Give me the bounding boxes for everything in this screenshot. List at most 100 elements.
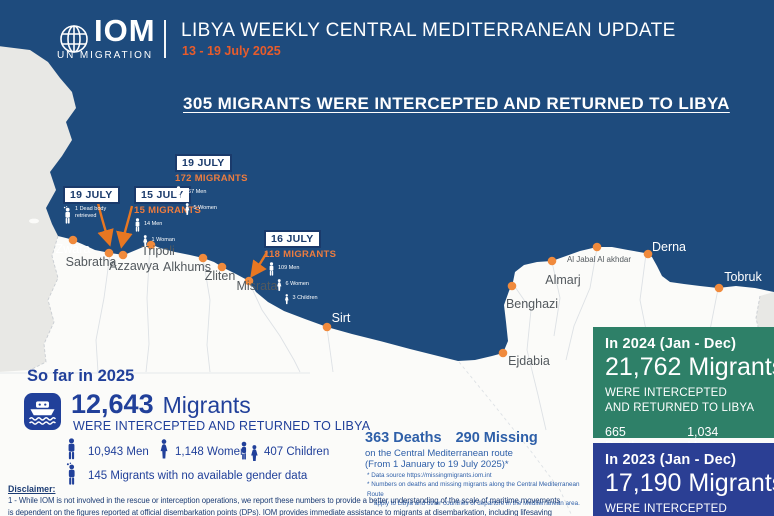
person-unknown-gender-icon (66, 462, 77, 488)
city-label: Misrata (237, 279, 278, 293)
city-label: Sirt (332, 311, 351, 325)
event-date-badge: 15 JULY (134, 186, 191, 204)
man-icon (175, 186, 182, 202)
city-dot (592, 242, 602, 252)
event-men-count: 167 Men (185, 189, 207, 195)
city-label: Ejdabia (508, 354, 550, 368)
city-dot (547, 256, 557, 266)
event-total-migrants: 15 MIGRANTS (134, 205, 202, 216)
tunisia-landmass (0, 46, 76, 372)
panel-2023-title: In 2023 (Jan - Dec) (605, 452, 737, 468)
city-dot (104, 248, 114, 258)
arrow-event-16july (250, 251, 269, 278)
deaths-missing-notes: * Data source https://missingmigrants.io… (367, 471, 592, 509)
city-dot (643, 249, 653, 259)
man-icon (268, 262, 275, 278)
event-total-migrants: 118 MIGRANTS (264, 249, 337, 260)
event-total-migrants: 172 MIGRANTS (175, 173, 248, 184)
disclaimer-title: Disclaimer: (8, 484, 56, 494)
event-date-badge: 16 JULY (264, 230, 321, 248)
women-count-2025: 1,148 Women (175, 446, 247, 458)
panel-2023-total: 17,190 Migrants (605, 469, 774, 497)
event-note: 1 Dead body (75, 206, 107, 212)
city-dot (118, 250, 128, 260)
arrow-event-15july (116, 205, 134, 249)
event-women-count: 5 Women (193, 205, 217, 211)
disclaimer-line2: is dependent on the figures reported at … (8, 508, 552, 516)
city-label: Sabratha (66, 255, 117, 269)
data-source-note: * Data source https://missingmigrants.io… (367, 472, 492, 479)
deaths-missing-route: on the Central Mediterranean route (365, 448, 513, 459)
boat-icon (24, 393, 61, 430)
woman-icon (276, 279, 283, 293)
city-label: Tobruk (724, 270, 762, 284)
deaths-missing-period: (From 1 January to 19 July 2025)* (365, 459, 509, 470)
admin-boundaries (0, 235, 767, 516)
panel-2023: In 2023 (Jan - Dec) 17,190 Migrants WERE… (593, 443, 774, 516)
city-dot (217, 262, 227, 272)
total-2025: 12,643 Migrants (71, 389, 251, 420)
city-label: Benghazi (506, 297, 558, 311)
panel-2023-subtitle: WERE INTERCEPTED AND RETURNED TO LIBYA (605, 503, 728, 515)
panel-2024: In 2024 (Jan - Dec) 21,762 Migrants WERE… (593, 327, 774, 453)
event-children-count: 3 Children (292, 295, 318, 301)
woman-icon (159, 438, 169, 463)
deaths-count: 363 Deaths (365, 430, 442, 446)
report-title: LIBYA WEEKLY CENTRAL MEDITERRANEAN UPDAT… (181, 20, 676, 41)
city-label: Almarj (545, 273, 580, 287)
woman-icon (184, 203, 191, 217)
city-dot (244, 276, 254, 286)
so-far-2025-heading: So far in 2025 (27, 367, 135, 385)
report-date-range: 13 - 19 July 2025 (182, 44, 281, 58)
total-2025-unit: Migrants (162, 392, 251, 418)
city-label: Derna (652, 240, 686, 254)
scope-note-line2: apply to Libya and other countries of de… (374, 500, 580, 508)
city-dot (714, 283, 724, 293)
city-dot (198, 253, 208, 263)
child-icon (284, 294, 290, 306)
city-labels: Zwara Sabratha Azzawya Tripoli Alkhums Z… (56, 240, 763, 368)
arrow-event-deadbody (96, 202, 114, 247)
event-arrows (96, 202, 269, 278)
men-count-2025: 10,943 Men (88, 446, 149, 458)
event-callout-19july: 19 JULY 172 MIGRANTS 167 Men 5 Women (175, 153, 248, 217)
city-label: Tripoli (141, 244, 175, 258)
event-date-badge: 19 JULY (63, 186, 120, 204)
children-icon (238, 441, 261, 463)
city-label: Zliten (205, 269, 236, 283)
event-callout-15july: 15 JULY 15 MIGRANTS 14 Men 1 Woman (134, 185, 201, 249)
city-label: Zwara (56, 242, 91, 256)
children-count-2025: 407 Children (264, 446, 330, 458)
event-women-count: 1 Woman (151, 237, 175, 243)
djerba-island (29, 218, 39, 224)
event-date-badge: 19 JULY (175, 154, 232, 172)
woman-icon (142, 235, 149, 249)
disclaimer-line1: 1 - While IOM is not involved in the res… (8, 496, 561, 505)
total-2025-number: 12,643 (71, 389, 154, 419)
city-dots (68, 235, 724, 358)
iom-logo-text: IOM (94, 13, 156, 48)
header-divider (164, 20, 166, 58)
iom-globe-icon (60, 25, 88, 53)
event-women-count: 6 Women (285, 281, 309, 287)
main-headline: 305 MIGRANTS WERE INTERCEPTED AND RETURN… (183, 94, 730, 113)
event-callout-16july: 16 JULY 118 MIGRANTS 109 Men 6 Women 3 C… (264, 229, 336, 306)
no-gender-count-2025: 145 Migrants with no available gender da… (88, 470, 308, 482)
scope-note-line1: * Numbers on deaths and missing migrants… (367, 481, 580, 498)
iom-logo-subtext: UN MIGRATION (57, 50, 153, 61)
man-icon (134, 218, 141, 234)
event-callout-deadbody: 19 JULY 1 Dead body retrieved (63, 185, 120, 226)
dead-body-icon (63, 206, 72, 226)
city-dot (507, 281, 517, 291)
event-men-count: 14 Men (144, 221, 163, 227)
man-icon (66, 438, 77, 463)
event-men-count: 109 Men (278, 265, 300, 271)
city-label: Al Jabal Al akhdar (567, 255, 631, 264)
deaths-missing-headline: 363 Deaths 290 Missing (365, 430, 538, 446)
city-dot (146, 240, 156, 250)
panel-2024-subtitle: WERE INTERCEPTED AND RETURNED TO LIBYA (605, 387, 755, 414)
city-label: Azzawya (109, 259, 159, 273)
libya-landmass (0, 236, 774, 516)
